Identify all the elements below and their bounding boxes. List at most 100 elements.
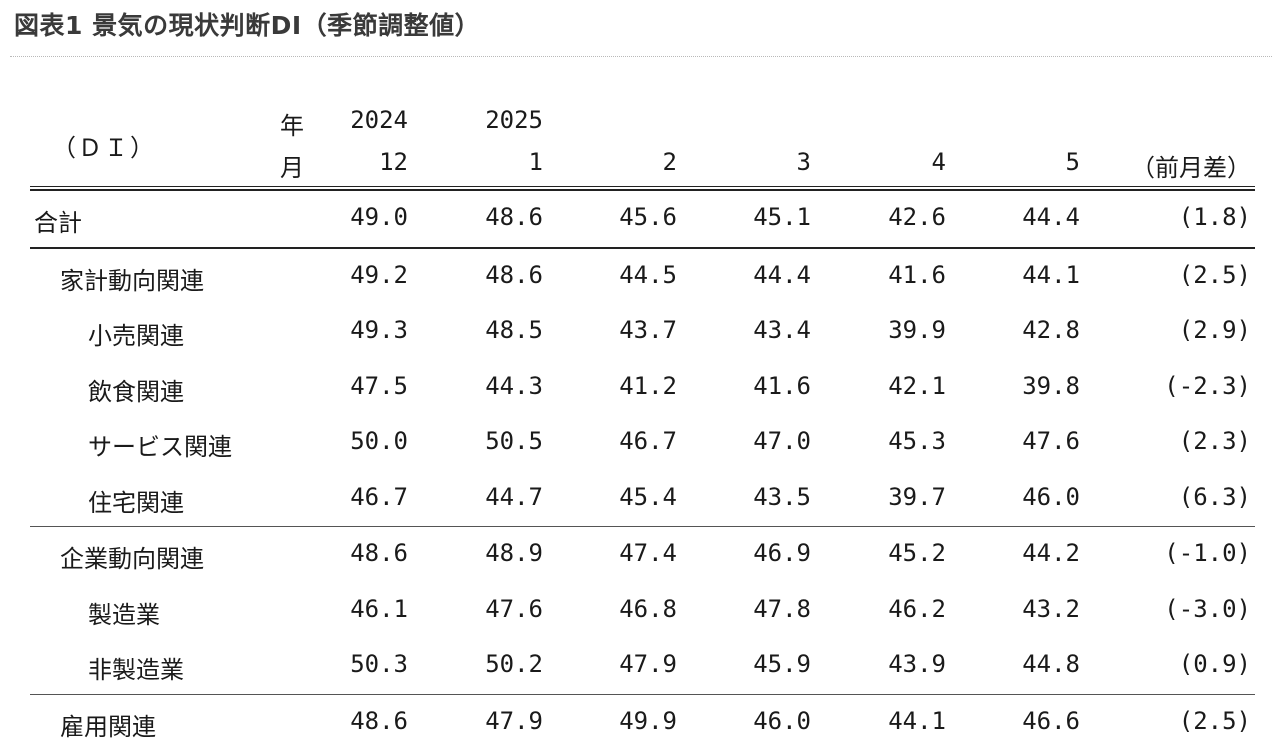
di-table: （ＤＩ） 年 月 2024 2025 12 1 2 3 4 5 （前月差） 合計… bbox=[30, 90, 1255, 747]
value-cell: 46.0 bbox=[1022, 482, 1080, 511]
table-row: 合計 49.0 48.6 45.6 45.1 42.6 44.4 (1.8) bbox=[30, 191, 1255, 247]
row-label: 住宅関連 bbox=[88, 488, 184, 517]
table-row: 家計動向関連 49.2 48.6 44.5 44.4 41.6 44.1 (2.… bbox=[30, 249, 1255, 305]
value-cell: 43.2 bbox=[1022, 594, 1080, 623]
value-cell: 45.4 bbox=[619, 482, 677, 511]
value-cell: 46.7 bbox=[350, 482, 408, 511]
value-cell: 39.7 bbox=[888, 482, 946, 511]
table-row: 企業動向関連 48.6 48.9 47.4 46.9 45.2 44.2 (-1… bbox=[30, 527, 1255, 583]
value-cell: 48.9 bbox=[485, 539, 543, 567]
value-cell: 44.7 bbox=[485, 482, 543, 511]
table-row: 小売関連 49.3 48.5 43.7 43.4 39.9 42.8 (2.9) bbox=[30, 304, 1255, 360]
row-label: 小売関連 bbox=[88, 322, 184, 350]
diff-cell: (2.3) bbox=[1178, 427, 1251, 455]
table-row: 飲食関連 47.5 44.3 41.2 41.6 42.1 39.8 (-2.3… bbox=[30, 360, 1255, 416]
value-cell: 43.4 bbox=[753, 316, 811, 344]
table-row: 非製造業 50.3 50.2 47.9 45.9 43.9 44.8 (0.9) bbox=[30, 638, 1255, 694]
value-cell: 41.6 bbox=[753, 371, 811, 400]
value-cell: 49.9 bbox=[619, 706, 677, 735]
value-cell: 47.5 bbox=[350, 371, 408, 400]
page-title: 図表1 景気の現状判断DI（季節調整値） bbox=[14, 11, 481, 40]
value-cell: 46.8 bbox=[619, 594, 677, 623]
value-cell: 47.0 bbox=[753, 427, 811, 455]
value-cell: 49.2 bbox=[350, 260, 408, 289]
value-cell: 41.2 bbox=[619, 371, 677, 400]
row-label: 非製造業 bbox=[88, 656, 184, 684]
table-row: 雇用関連 48.6 47.9 49.9 46.0 44.1 46.6 (2.5) bbox=[30, 695, 1255, 747]
section-rule bbox=[30, 693, 1255, 695]
value-cell: 46.7 bbox=[619, 427, 677, 455]
value-cell: 49.0 bbox=[350, 203, 408, 231]
value-cell: 45.1 bbox=[753, 203, 811, 231]
diff-cell: (2.5) bbox=[1178, 260, 1251, 289]
row-label: 雇用関連 bbox=[60, 712, 156, 741]
row-label: 合計 bbox=[34, 209, 82, 237]
table-row: 製造業 46.1 47.6 46.8 47.8 46.2 43.2 (-3.0) bbox=[30, 583, 1255, 639]
diff-cell: (-1.0) bbox=[1164, 539, 1251, 567]
value-cell: 44.2 bbox=[1022, 539, 1080, 567]
value-cell: 48.6 bbox=[485, 203, 543, 231]
year-label: 年 bbox=[280, 112, 304, 140]
diff-cell: (1.8) bbox=[1178, 203, 1251, 231]
diff-cell: (0.9) bbox=[1178, 650, 1251, 678]
value-cell: 50.0 bbox=[350, 427, 408, 455]
value-cell: 39.8 bbox=[1022, 371, 1080, 400]
value-cell: 46.2 bbox=[888, 594, 946, 623]
value-cell: 41.6 bbox=[888, 260, 946, 289]
diff-header: （前月差） bbox=[1131, 154, 1251, 182]
value-cell: 47.4 bbox=[619, 539, 677, 567]
month-header: 3 bbox=[796, 148, 811, 176]
diff-cell: (6.3) bbox=[1178, 482, 1251, 511]
diff-cell: (-2.3) bbox=[1164, 371, 1251, 400]
year-header: 2024 bbox=[350, 106, 408, 134]
diff-cell: (2.5) bbox=[1178, 706, 1251, 735]
table-header: （ＤＩ） 年 月 2024 2025 12 1 2 3 4 5 （前月差） bbox=[30, 90, 1255, 186]
value-cell: 46.9 bbox=[753, 539, 811, 567]
section-rule bbox=[30, 246, 1255, 249]
value-cell: 48.6 bbox=[350, 706, 408, 735]
value-cell: 48.5 bbox=[485, 316, 543, 344]
value-cell: 43.7 bbox=[619, 316, 677, 344]
value-cell: 45.6 bbox=[619, 203, 677, 231]
value-cell: 47.9 bbox=[485, 706, 543, 735]
value-cell: 45.2 bbox=[888, 539, 946, 567]
value-cell: 46.1 bbox=[350, 594, 408, 623]
value-cell: 44.4 bbox=[1022, 203, 1080, 231]
value-cell: 47.6 bbox=[485, 594, 543, 623]
value-cell: 46.6 bbox=[1022, 706, 1080, 735]
month-header: 12 bbox=[379, 148, 408, 176]
value-cell: 50.5 bbox=[485, 427, 543, 455]
value-cell: 42.6 bbox=[888, 203, 946, 231]
value-cell: 46.0 bbox=[753, 706, 811, 735]
month-label: 月 bbox=[280, 154, 304, 182]
value-cell: 50.2 bbox=[485, 650, 543, 678]
table-row: サービス関連 50.0 50.5 46.7 47.0 45.3 47.6 (2.… bbox=[30, 415, 1255, 471]
value-cell: 43.9 bbox=[888, 650, 946, 678]
value-cell: 48.6 bbox=[350, 539, 408, 567]
value-cell: 42.8 bbox=[1022, 316, 1080, 344]
table-row: 住宅関連 46.7 44.7 45.4 43.5 39.7 46.0 (6.3) bbox=[30, 471, 1255, 527]
value-cell: 45.3 bbox=[888, 427, 946, 455]
value-cell: 43.5 bbox=[753, 482, 811, 511]
section-rule bbox=[30, 526, 1255, 527]
value-cell: 44.3 bbox=[485, 371, 543, 400]
value-cell: 44.5 bbox=[619, 260, 677, 289]
value-cell: 44.4 bbox=[753, 260, 811, 289]
month-header: 2 bbox=[662, 148, 677, 176]
value-cell: 47.6 bbox=[1022, 427, 1080, 455]
month-header: 1 bbox=[528, 148, 543, 176]
value-cell: 47.9 bbox=[619, 650, 677, 678]
value-cell: 48.6 bbox=[485, 260, 543, 289]
value-cell: 50.3 bbox=[350, 650, 408, 678]
value-cell: 45.9 bbox=[753, 650, 811, 678]
value-cell: 44.1 bbox=[888, 706, 946, 735]
row-label: 製造業 bbox=[88, 600, 160, 629]
value-cell: 42.1 bbox=[888, 371, 946, 400]
month-header: 5 bbox=[1065, 148, 1080, 176]
unit-label: （ＤＩ） bbox=[52, 134, 156, 162]
value-cell: 49.3 bbox=[350, 316, 408, 344]
diff-cell: (-3.0) bbox=[1164, 594, 1251, 623]
value-cell: 39.9 bbox=[888, 316, 946, 344]
month-header: 4 bbox=[931, 148, 946, 176]
title-divider bbox=[10, 56, 1272, 57]
